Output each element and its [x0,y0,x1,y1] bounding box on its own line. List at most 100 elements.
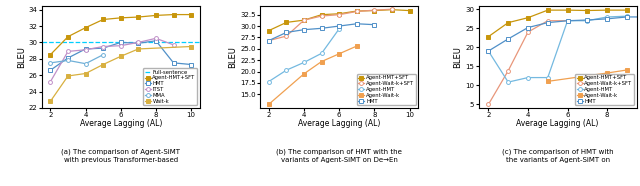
Agent-Wait-k [623,69,631,71]
HMT [564,20,572,22]
Agent-HMT+SFT [117,17,125,19]
Agent-HMT+SFT [265,29,273,32]
Line: HMT: HMT [267,22,376,43]
ITST [117,45,125,47]
Agent-Wait-k+SFT [564,20,572,22]
Line: Agent-Wait-k+SFT: Agent-Wait-k+SFT [267,7,394,43]
Line: Agent-HMT: Agent-HMT [267,27,341,84]
ITST [152,37,160,39]
MMA [99,54,107,56]
Agent-HMT+SFT [188,13,195,16]
Agent-HMT [283,69,291,71]
MMA [64,59,72,62]
HMT [484,50,492,52]
Line: Agent-HMT+SFT: Agent-HMT+SFT [49,13,193,57]
Line: Agent-Wait-k+SFT: Agent-Wait-k+SFT [486,19,570,106]
Agent-Wait-k+SFT [504,70,512,72]
HMT [544,22,552,24]
Line: Agent-HMT+SFT: Agent-HMT+SFT [486,8,629,39]
Agent-Wait-k+SFT [371,9,378,11]
MMA [47,62,54,64]
ITST [47,81,54,83]
ITST [170,44,177,46]
HMT [283,31,291,33]
ITST [99,45,107,48]
Y-axis label: BLEU: BLEU [17,46,26,68]
HMT [623,16,631,18]
X-axis label: Average Lagging (AL): Average Lagging (AL) [298,119,380,129]
Agent-HMT+SFT [152,14,160,17]
Agent-HMT [318,52,326,54]
Wait-k [117,55,125,57]
Agent-HMT+SFT [64,36,72,38]
Agent-HMT [524,76,532,79]
Line: HMT: HMT [486,15,640,53]
Wait-k [82,72,90,75]
Agent-HMT+SFT [353,10,360,12]
HMT [604,18,611,20]
Agent-HMT+SFT [406,9,413,12]
Line: Agent-HMT: Agent-HMT [486,14,629,84]
Agent-HMT+SFT [82,27,90,29]
Agent-Wait-k [604,72,611,74]
Agent-HMT [564,20,572,22]
Line: Agent-Wait-k: Agent-Wait-k [546,68,629,83]
Agent-HMT [544,76,552,79]
HMT [170,62,177,64]
HMT [371,24,378,26]
Agent-HMT+SFT [484,36,492,38]
Agent-Wait-k [544,80,552,82]
Text: (b) The comparison of HMT with the
variants of Agent-SiMT on De→En: (b) The comparison of HMT with the varia… [276,149,402,163]
ITST [134,41,142,44]
MMA [82,62,90,65]
HMT [152,40,160,42]
Legend: Full-sentence, Agent-HMT+SFT, HMT, ITST, MMA, Wait-k: Full-sentence, Agent-HMT+SFT, HMT, ITST,… [143,68,197,105]
HMT [47,69,54,71]
Line: HMT: HMT [49,39,193,72]
Full-sentence [12,41,19,43]
Agent-Wait-k+SFT [388,8,396,10]
Line: Agent-HMT+SFT: Agent-HMT+SFT [267,8,412,33]
Line: Agent-Wait-k: Agent-Wait-k [267,44,359,106]
Agent-Wait-k+SFT [524,31,532,33]
Agent-HMT+SFT [371,9,378,12]
Agent-HMT+SFT [504,22,512,24]
Agent-HMT [484,50,492,52]
Legend: Agent-HMT+SFT, Agent-Wait-k+SFT, Agent-HMT, Agent-Wait-k, HMT: Agent-HMT+SFT, Agent-Wait-k+SFT, Agent-H… [356,74,416,105]
Agent-Wait-k [300,73,308,75]
HMT [188,63,195,66]
Agent-HMT+SFT [623,9,631,11]
Agent-Wait-k+SFT [544,20,552,22]
Agent-Wait-k+SFT [300,19,308,21]
X-axis label: Average Lagging (AL): Average Lagging (AL) [516,119,599,129]
Wait-k [188,45,195,48]
Agent-HMT+SFT [170,13,177,16]
Agent-Wait-k [335,53,343,55]
HMT [584,19,591,21]
Agent-Wait-k [353,45,360,47]
HMT [117,41,125,44]
X-axis label: Average Lagging (AL): Average Lagging (AL) [79,119,162,129]
Agent-HMT [504,81,512,83]
Y-axis label: BLEU: BLEU [454,46,463,68]
Full-sentence [29,41,36,43]
Wait-k [47,100,54,102]
Agent-HMT [300,61,308,64]
Line: Wait-k: Wait-k [49,45,193,103]
Agent-HMT+SFT [564,9,572,11]
Agent-HMT [265,80,273,83]
Agent-HMT+SFT [318,14,326,16]
Agent-HMT+SFT [604,9,611,11]
Line: MMA: MMA [49,53,105,66]
Agent-HMT [623,15,631,17]
Y-axis label: BLEU: BLEU [228,46,237,68]
Text: (a) The comparison of Agent-SiMT
with previous Transformer-based: (a) The comparison of Agent-SiMT with pr… [61,149,180,163]
HMT [504,38,512,40]
Agent-HMT [584,20,591,22]
Agent-HMT [335,28,343,30]
Wait-k [99,63,107,66]
Agent-Wait-k+SFT [335,14,343,16]
HMT [64,57,72,59]
Wait-k [64,75,72,77]
Agent-HMT+SFT [335,13,343,15]
